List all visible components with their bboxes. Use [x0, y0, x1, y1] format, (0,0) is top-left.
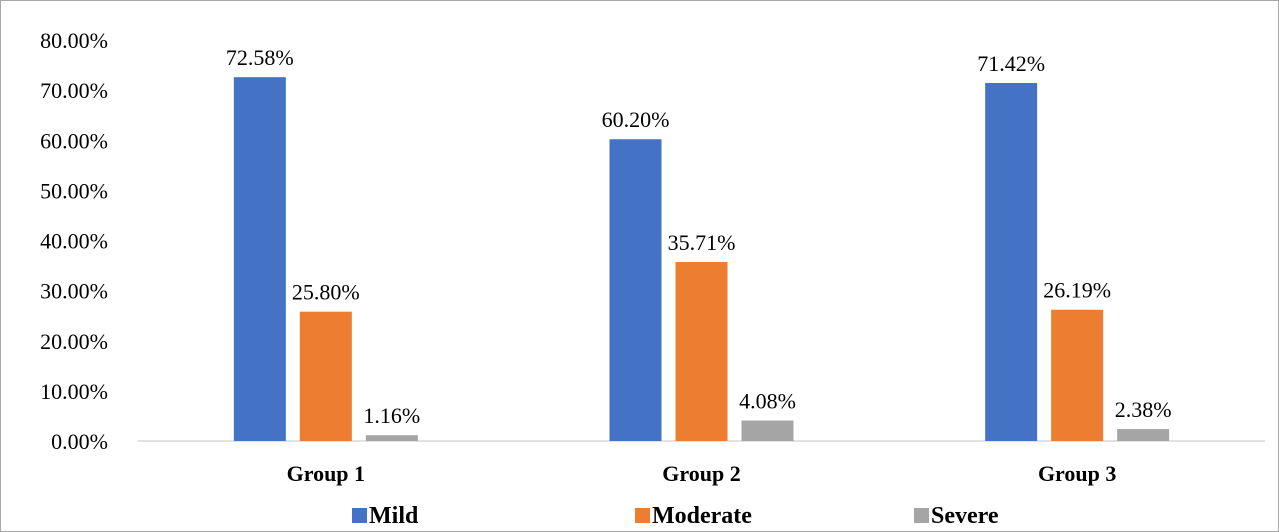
bar-severe-2: [741, 420, 794, 441]
y-tick-label: 30.00%: [40, 279, 108, 304]
data-label: 2.38%: [1115, 397, 1172, 422]
bar-mild-3: [985, 83, 1038, 441]
legend: Mild Moderate Severe: [352, 503, 999, 529]
bar-severe-3: [1117, 429, 1170, 441]
bars: [233, 77, 1170, 441]
category-label: Group 1: [287, 461, 365, 486]
data-label: 1.16%: [363, 403, 420, 428]
data-label: 71.42%: [977, 51, 1045, 76]
data-label: 4.08%: [739, 389, 796, 414]
data-label: 25.80%: [292, 280, 360, 305]
y-tick-label: 20.00%: [40, 329, 108, 354]
y-tick-label: 70.00%: [40, 78, 108, 103]
legend-swatch-severe: [914, 508, 929, 523]
legend-label-mild: Mild: [369, 503, 419, 529]
data-label: 26.19%: [1043, 278, 1111, 303]
bar-moderate-3: [1051, 309, 1104, 441]
y-tick-label: 80.00%: [40, 28, 108, 53]
category-label: Group 3: [1038, 461, 1116, 486]
legend-label-moderate: Moderate: [652, 503, 752, 529]
data-label: 60.20%: [602, 107, 670, 132]
bar-moderate-2: [675, 262, 728, 441]
data-label: 72.58%: [226, 45, 294, 70]
bar-mild-2: [609, 139, 662, 441]
y-tick-label: 10.00%: [40, 379, 108, 404]
bar-severe-1: [365, 435, 418, 441]
data-labels: 72.58% 25.80% 1.16% 60.20% 35.71% 4.08% 71.42%…: [226, 45, 1172, 428]
legend-swatch-mild: [352, 508, 367, 523]
bar-moderate-1: [299, 311, 352, 441]
bar-mild-1: [233, 77, 286, 441]
y-tick-label: 0.00%: [51, 429, 108, 454]
y-axis-ticks: 0.00% 10.00% 20.00% 30.00% 40.00% 50.00% 60.00…: [40, 28, 108, 454]
category-label: Group 2: [662, 461, 740, 486]
y-tick-label: 60.00%: [40, 128, 108, 153]
legend-label-severe: Severe: [931, 503, 999, 529]
y-tick-label: 40.00%: [40, 229, 108, 254]
y-tick-label: 50.00%: [40, 178, 108, 203]
legend-swatch-moderate: [635, 508, 650, 523]
category-labels: Group 1 Group 2 Group 3: [287, 461, 1117, 486]
data-label: 35.71%: [668, 230, 736, 255]
